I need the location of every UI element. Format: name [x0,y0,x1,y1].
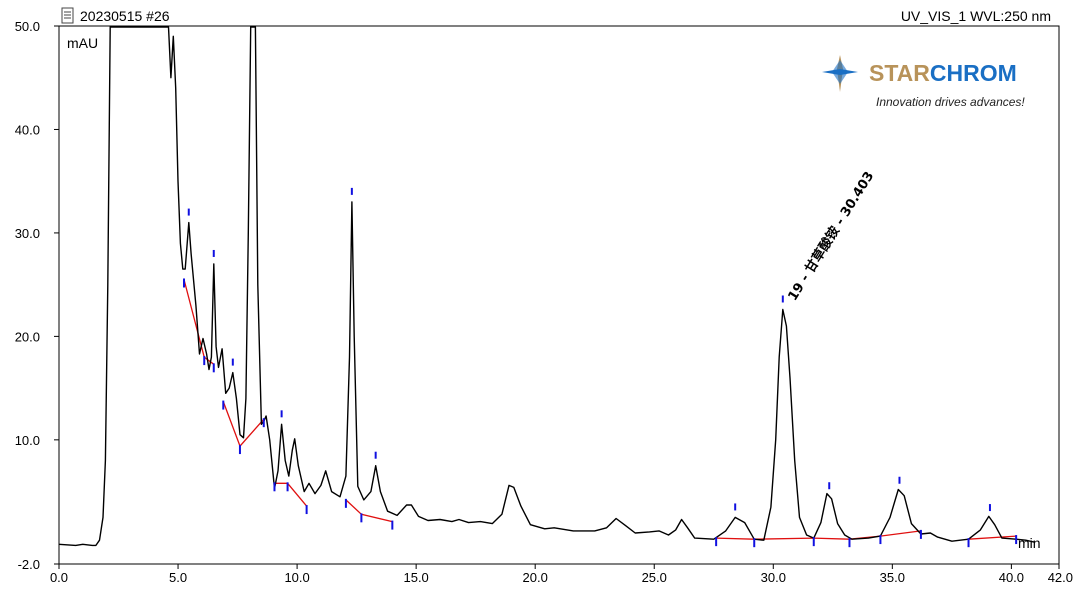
y-tick-label: 40.0 [15,122,40,137]
channel-label: UV_VIS_1 WVL:250 nm [901,8,1051,24]
x-tick-label: 25.0 [642,570,667,585]
y-tick-label: 50.0 [15,19,40,34]
star-icon [822,55,858,92]
y-tick-labels: -2.0 10.0 20.0 30.0 40.0 50.0 [15,19,40,572]
baseline-segment [716,530,921,540]
x-tick-label: 30.0 [761,570,786,585]
sample-header: 20230515 #26 [61,7,170,24]
x-tick-label: 10.0 [284,570,309,585]
baseline-segment [968,535,1017,540]
x-tick-label: 40.0 [999,570,1024,585]
y-tick-label: 30.0 [15,226,40,241]
baseline-segment [274,482,308,507]
baseline-segment [222,401,265,448]
sample-id: 20230515 #26 [80,8,170,24]
logo-text-star: STAR [869,60,930,86]
starchrom-logo: STARCHROM Innovation drives advances! [822,55,1025,109]
axis-ticks [54,25,1060,569]
y-tick-label: 10.0 [15,433,40,448]
y-axis-unit: mAU [67,35,98,51]
peak-markers [183,187,1018,548]
integration-baselines [183,279,1017,540]
plot-frame [58,25,1060,565]
x-tick-labels: 0.0 5.0 10.0 15.0 20.0 25.0 30.0 35.0 40.0 42.0 [50,570,1073,585]
svg-text:STARCHROM: STARCHROM [869,60,1017,86]
x-tick-label: 5.0 [169,570,187,585]
x-axis-unit: min [1018,535,1041,551]
x-tick-label: 0.0 [50,570,68,585]
chromatogram-trace [58,26,1036,547]
peak-annotation: 19 - 甘草酸铵 - 30.403 [785,169,878,304]
x-tick-label: 42.0 [1048,570,1073,585]
logo-text-chrom: CHROM [930,60,1017,86]
logo-tagline: Innovation drives advances! [876,95,1025,109]
y-tick-label: 20.0 [15,329,40,344]
x-tick-label: 15.0 [403,570,428,585]
x-tick-label: 20.0 [523,570,548,585]
x-tick-label: 35.0 [880,570,905,585]
y-tick-label: -2.0 [18,557,40,572]
